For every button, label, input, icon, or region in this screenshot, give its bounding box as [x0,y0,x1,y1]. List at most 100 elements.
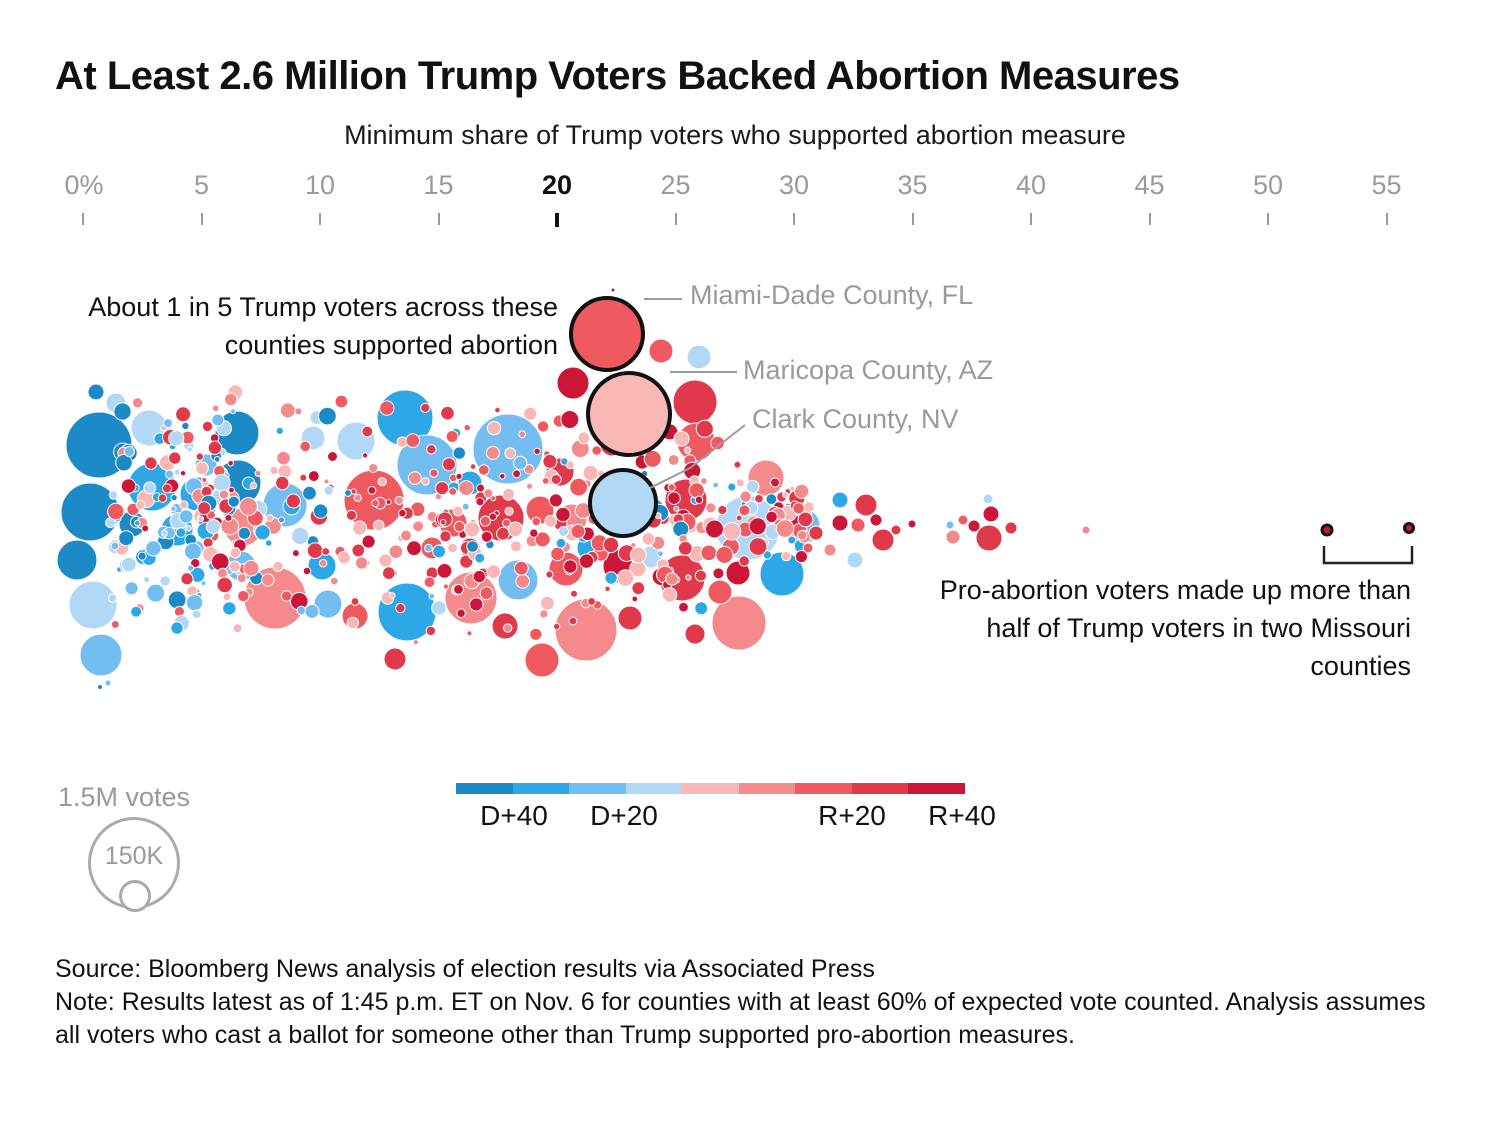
county-bubble [383,647,407,671]
legend-swatch [625,783,682,794]
county-bubble [569,477,588,497]
county-bubble [479,586,494,601]
county-bubble [205,519,221,535]
legend-swatch [512,783,569,794]
county-bubble [442,583,449,590]
county-bubble [555,506,571,523]
county-bubble [694,495,704,505]
legend-swatch [738,783,795,794]
county-bubble [710,435,725,451]
county-bubble [420,402,431,413]
county-bubble [121,556,137,573]
county-bubble [629,546,647,564]
county-bubble [448,487,458,496]
county-bubble [461,502,470,511]
county-bubble [229,547,242,559]
county-bubble [945,520,955,530]
county-bubble [957,514,969,526]
county-bubble [228,486,235,494]
county-bubble [276,450,291,466]
county-bubble [485,445,500,460]
county-bubble [512,469,521,479]
x-tick-mark [1148,213,1151,225]
county-bubble [503,623,513,633]
county-bubble [361,534,376,549]
county-bubble [558,526,569,537]
county-bubble [318,558,328,568]
county-bubble [831,514,849,532]
county-bubble [197,501,212,516]
county-bubble [560,457,569,466]
county-bubble [170,505,177,512]
county-bubble [269,465,279,476]
county-bubble [722,522,742,541]
county-bubble [560,410,580,429]
county-bubble [424,543,433,553]
county-bubble [831,491,849,509]
county-bubble [523,464,535,475]
x-tick-label: 35 [897,170,928,200]
county-bubble [56,539,98,581]
county-bubble [479,515,491,527]
bubble-clark [588,468,658,538]
county-bubble [794,483,810,499]
county-bubble [802,542,814,554]
county-bubble [531,516,542,527]
county-bubble [329,576,339,586]
county-bubble [313,589,343,619]
county-bubble [345,509,358,521]
county-bubble [191,609,202,620]
county-bubble [187,564,195,572]
county-bubble [705,519,724,539]
county-bubble [568,616,578,626]
x-tick-mark [82,213,84,225]
county-bubble [447,542,458,554]
county-bubble [294,407,303,416]
county-bubble [494,406,501,414]
county-bubble [617,605,643,631]
county-bubble [496,526,510,541]
county-bubble [157,493,168,503]
legend-label-d20: D+20 [590,800,658,831]
county-bubble [733,460,742,469]
county-bubble [213,456,221,463]
county-bubble [684,623,706,645]
county-bubble [159,575,171,587]
county-bubble [97,684,103,690]
county-bubble [239,497,258,516]
right-annotation: Pro-abortion voters made up more than ha… [939,575,1411,681]
county-bubble [388,544,404,560]
county-bubble [907,519,917,529]
x-tick-mark [793,213,795,225]
county-bubble [291,549,300,558]
county-bubble [686,344,712,370]
county-bubble [432,544,447,559]
county-bubble [850,517,866,533]
county-bubble [518,430,527,439]
county-bubble [648,338,674,364]
county-bubble [554,598,618,662]
county-bubble [854,493,878,517]
county-bubble [577,431,591,445]
left-annotation: About 1 in 5 Trump voters across these c… [88,292,558,360]
county-bubble [353,493,362,502]
county-bubble [808,525,824,541]
county-bubble [667,454,680,466]
county-bubble [382,566,396,580]
county-bubble [344,489,352,497]
county-bubble [227,460,234,467]
county-bubble [426,444,437,455]
county-bubble [168,451,182,465]
county-bubble [242,560,260,577]
county-bubble [890,524,902,536]
county-bubble [179,500,189,510]
county-bubble [207,440,223,455]
county-bubble [604,585,611,592]
county-bubble [143,575,151,584]
county-bubble [318,406,337,426]
county-bubble [975,524,1003,552]
label-maricopa: Maricopa County, AZ [743,355,994,385]
county-bubble [705,502,717,514]
bubble-maricopa [586,371,672,457]
